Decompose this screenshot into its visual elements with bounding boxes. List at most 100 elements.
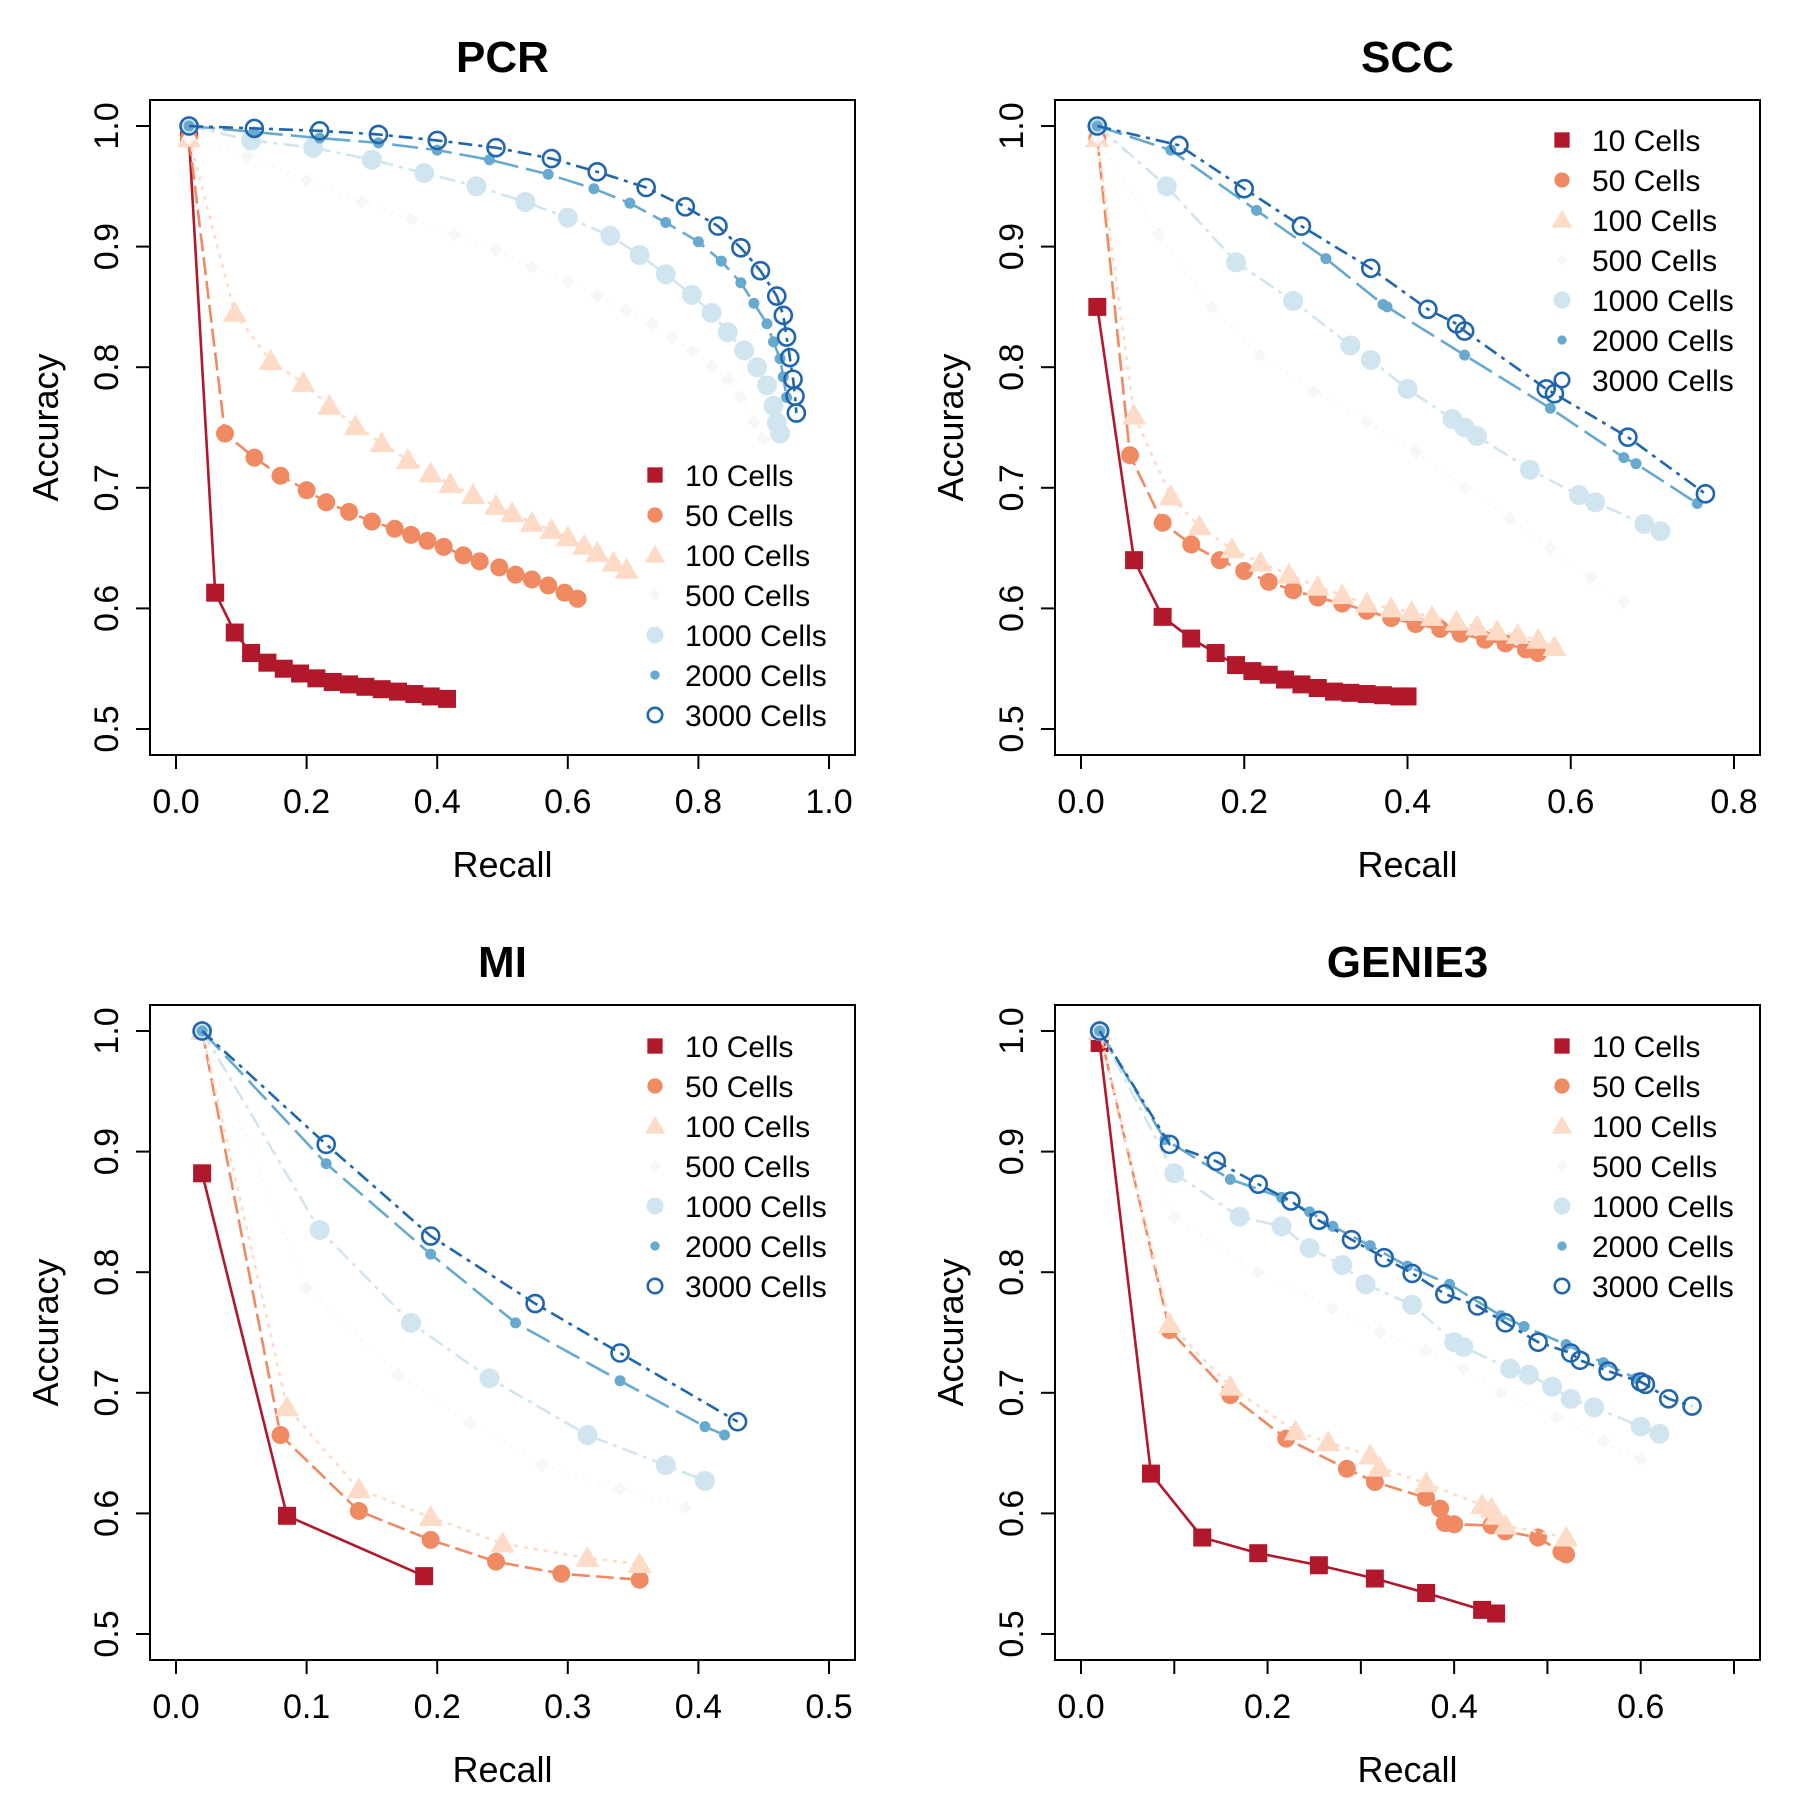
- data-point: [454, 546, 473, 565]
- data-point: [1283, 1419, 1308, 1441]
- data-point: [369, 431, 394, 453]
- data-point: [715, 255, 727, 267]
- data-point: [1308, 678, 1327, 697]
- legend-label: 10 Cells: [685, 460, 793, 493]
- legend-swatch: [647, 1038, 663, 1054]
- data-point: [522, 570, 541, 589]
- y-tick-label: 1.0: [993, 1007, 1031, 1054]
- data-point: [1618, 452, 1630, 464]
- legend-label: 100 Cells: [685, 540, 810, 573]
- data-point: [1182, 629, 1201, 648]
- data-point: [418, 461, 443, 483]
- data-point: [1325, 1301, 1340, 1316]
- data-point: [524, 260, 539, 275]
- x-tick-label: 0.6: [1617, 1688, 1664, 1726]
- data-point: [401, 1312, 422, 1333]
- data-point: [317, 393, 342, 415]
- data-point: [1250, 204, 1262, 216]
- data-point: [786, 403, 807, 423]
- data-point: [1467, 1296, 1488, 1316]
- chart-panel-scc: SCC 0.0 0.2 0.4 0.6 0.8 Recall 0.5 0.6 0.7 0.8 0.9 1…: [930, 33, 1761, 885]
- y-tick-label: 0.5: [88, 1610, 126, 1657]
- x-tick-label: 0.2: [414, 1688, 461, 1726]
- series-3000-cells: [192, 1021, 748, 1432]
- data-point: [291, 664, 310, 683]
- data-point: [1419, 1343, 1434, 1358]
- x-axis: 0.0 0.2 0.4 0.6 0.8 Recall: [1057, 754, 1758, 885]
- x-tick-label: 0.6: [1547, 783, 1594, 821]
- data-point: [761, 318, 773, 330]
- legend-label: 500 Cells: [685, 580, 810, 613]
- data-point: [1417, 1583, 1436, 1602]
- data-point: [421, 1530, 440, 1549]
- y-tick-label: 0.7: [993, 1369, 1031, 1416]
- data-point: [1443, 1278, 1455, 1290]
- data-point: [1399, 600, 1424, 622]
- data-point: [1306, 384, 1321, 399]
- data-point: [1235, 562, 1254, 581]
- data-point: [1169, 135, 1189, 156]
- data-point: [1529, 1528, 1548, 1547]
- data-point: [1249, 1544, 1268, 1563]
- x-axis-label: Recall: [452, 844, 552, 885]
- series-line: [201, 1030, 739, 1423]
- data-point: [309, 121, 330, 141]
- series-100-cells: [1085, 126, 1567, 656]
- y-tick-label: 0.9: [88, 1128, 126, 1175]
- legend-label: 50 Cells: [685, 1071, 793, 1104]
- data-point: [206, 583, 225, 602]
- legend-swatch: [646, 1197, 664, 1215]
- data-point: [1224, 1173, 1236, 1185]
- data-point: [258, 653, 277, 672]
- legend-swatch: [1554, 1038, 1570, 1054]
- y-tick-label: 0.6: [993, 585, 1031, 632]
- legend: 10 Cells 50 Cells 100 Cells 500 Cells 1000 C…: [1551, 1031, 1734, 1304]
- data-point: [1253, 348, 1268, 363]
- series-line: [1096, 137, 1555, 649]
- data-point: [1284, 581, 1303, 600]
- data-point: [490, 1531, 515, 1553]
- data-point: [1156, 176, 1177, 197]
- data-point: [483, 154, 495, 166]
- data-point: [1418, 299, 1438, 320]
- legend-label: 2000 Cells: [1592, 1231, 1734, 1264]
- series-line: [200, 1030, 640, 1566]
- data-point: [1164, 1163, 1185, 1184]
- x-tick-label: 0.5: [805, 1688, 852, 1726]
- data-point: [1206, 644, 1225, 663]
- series-1000-cells: [179, 116, 791, 444]
- data-point: [1316, 1430, 1341, 1452]
- series-500-cells: [1090, 131, 1631, 610]
- data-point: [275, 1395, 300, 1417]
- series-100-cells: [177, 126, 639, 579]
- data-point: [1158, 484, 1183, 506]
- x-tick-label: 0.1: [283, 1688, 330, 1726]
- y-tick-label: 0.6: [88, 1490, 126, 1537]
- data-point: [655, 264, 676, 285]
- series-line: [188, 124, 782, 434]
- data-point: [368, 124, 389, 145]
- data-point: [1456, 1361, 1471, 1376]
- data-point: [414, 163, 435, 184]
- chart-title: SCC: [1361, 33, 1454, 82]
- data-point: [1596, 1434, 1611, 1449]
- data-point: [1365, 1473, 1384, 1492]
- data-point: [750, 260, 771, 281]
- data-point: [1087, 116, 1108, 136]
- x-tick-label: 0.4: [1431, 1688, 1478, 1726]
- legend-swatch: [646, 626, 664, 644]
- legend-label: 10 Cells: [685, 1031, 793, 1064]
- data-point: [343, 414, 368, 436]
- data-point: [1585, 492, 1606, 513]
- data-point: [356, 677, 375, 696]
- data-point: [575, 1546, 600, 1568]
- data-point: [746, 414, 761, 429]
- data-point: [1495, 1313, 1516, 1333]
- data-point: [1544, 402, 1556, 414]
- data-point: [560, 274, 575, 289]
- legend-swatch: [1553, 1277, 1571, 1295]
- data-point: [1557, 1545, 1576, 1564]
- data-point: [486, 137, 506, 158]
- data-point: [271, 1426, 290, 1445]
